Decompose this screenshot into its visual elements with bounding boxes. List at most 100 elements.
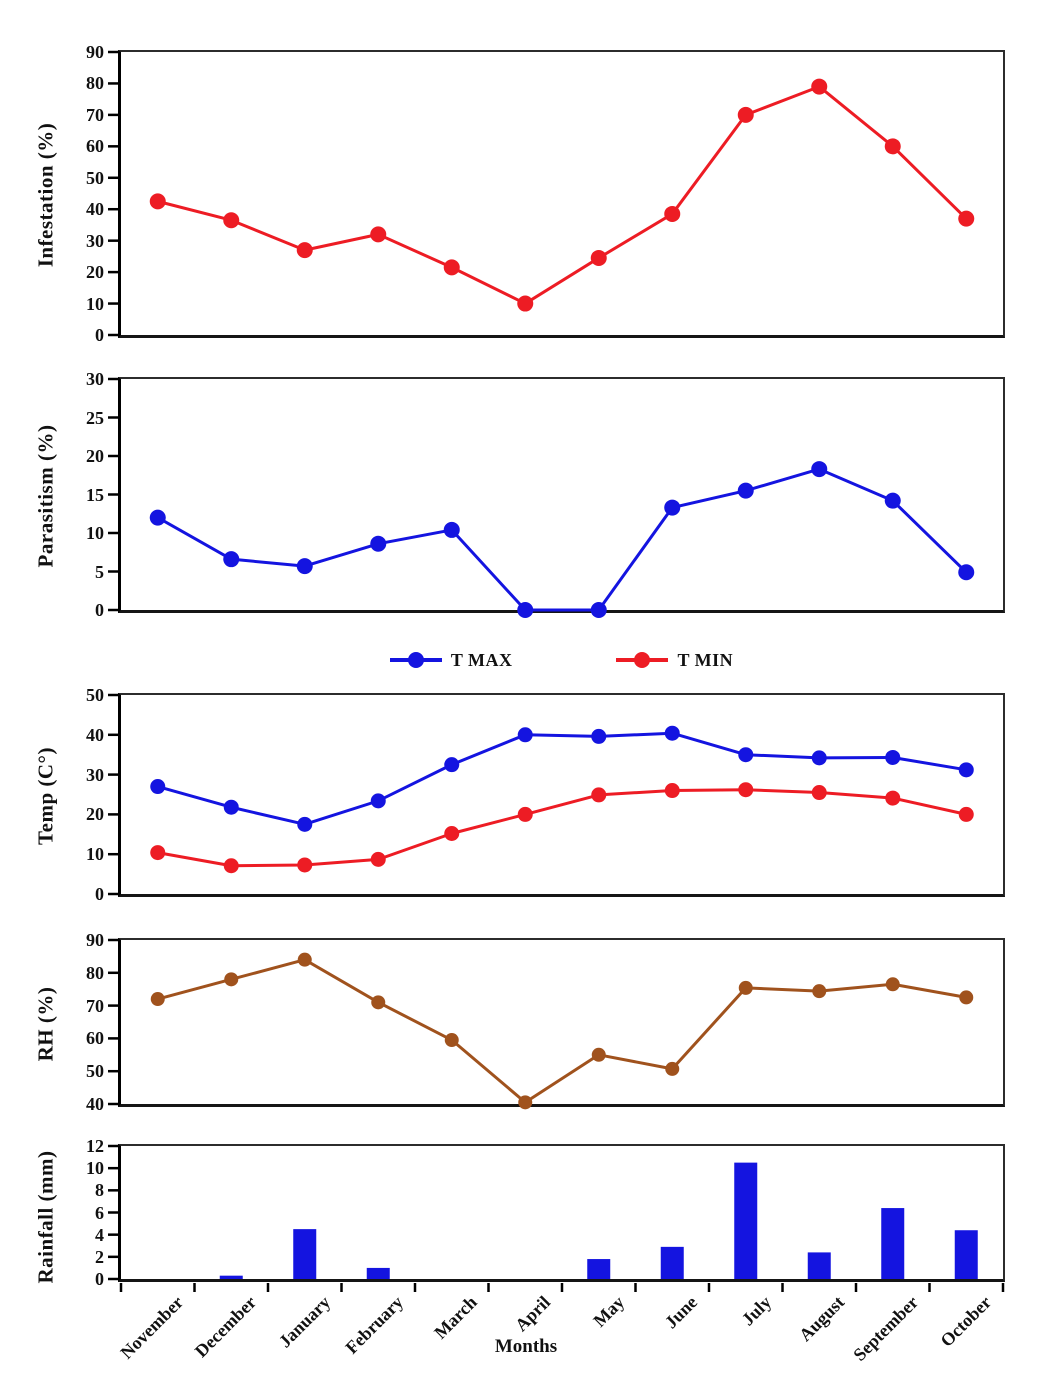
temperature-chart-panel: Temp (C°) 0 10 20 30 40 50: [0, 686, 1057, 903]
chart-canvas: [108, 377, 975, 618]
data-point-marker: [738, 980, 753, 995]
rainfall-plot-area: [108, 1144, 1005, 1292]
x-axis-label-april: April: [511, 1292, 555, 1336]
data-point-marker: [738, 747, 754, 763]
x-axis-label-june: June: [661, 1292, 702, 1333]
rainfall-bar: [587, 1259, 611, 1279]
data-point-marker: [224, 972, 239, 987]
chart-canvas: [108, 693, 974, 896]
y-tick-label: 10: [86, 523, 104, 543]
temperature-legend: T MAX T MIN: [118, 642, 1005, 678]
y-tick-label: 80: [86, 73, 104, 94]
data-point-marker: [297, 952, 312, 967]
chart-canvas: [108, 1144, 1005, 1292]
data-point-marker: [517, 602, 534, 618]
y-tick-label: 0: [95, 325, 104, 345]
temperature-plot-area: [108, 693, 1005, 897]
data-point-marker: [517, 727, 533, 743]
data-point-marker: [444, 826, 460, 842]
y-tick-label: 90: [86, 42, 104, 62]
y-tick-label: 0: [95, 600, 104, 620]
tmin-legend-marker-icon: [616, 652, 669, 668]
y-tick-label: 10: [86, 1158, 104, 1179]
infestation-chart-panel: Infestation (%) 0 10 20 30 40 50 60 70 80 90: [0, 43, 1057, 344]
data-point-marker: [296, 558, 313, 575]
data-point-marker: [223, 799, 239, 815]
data-point-marker: [885, 977, 900, 992]
data-point-marker: [958, 564, 975, 581]
legend-label-tmax: T MAX: [450, 649, 513, 670]
data-point-marker: [958, 806, 974, 822]
data-point-marker: [444, 757, 460, 773]
data-point-marker: [958, 210, 975, 227]
y-tick-label: 40: [86, 199, 104, 220]
y-tick-label: 5: [95, 561, 104, 582]
y-tick-label: 90: [86, 930, 104, 950]
data-point-marker: [297, 857, 313, 873]
data-point-marker: [370, 226, 387, 243]
rainfall-bar: [881, 1208, 905, 1279]
data-point-marker: [737, 106, 754, 123]
data-point-marker: [959, 990, 974, 1005]
rh-chart-panel: RH (%) 40 50 60 70 80 90: [0, 931, 1057, 1113]
data-point-marker: [738, 782, 754, 798]
tmax-legend-marker-icon: [389, 652, 442, 668]
data-point-marker: [665, 1061, 680, 1076]
series-line: [157, 958, 967, 1104]
rainfall-bar: [660, 1246, 684, 1279]
y-tick-label: 12: [86, 1136, 104, 1156]
y-tick-label: 25: [86, 407, 104, 428]
rainfall-chart-panel: Rainfall (mm) 0 2 4 6 8 10 12: [0, 1137, 1057, 1292]
series-line: [157, 788, 967, 868]
series-line: [157, 731, 967, 826]
rainfall-bar: [734, 1162, 758, 1279]
data-point-marker: [371, 995, 386, 1010]
parasitism-plot-area: [108, 377, 1005, 618]
data-point-marker: [811, 461, 828, 478]
data-point-marker: [811, 750, 827, 766]
data-point-marker: [664, 783, 680, 799]
y-tick-label: 30: [86, 764, 104, 785]
data-point-marker: [664, 499, 681, 516]
data-point-marker: [223, 551, 240, 568]
data-point-marker: [885, 790, 901, 806]
data-point-marker: [812, 984, 827, 999]
data-point-marker: [223, 858, 239, 874]
data-point-marker: [591, 787, 607, 803]
data-point-marker: [370, 793, 386, 809]
y-tick-label: 40: [86, 1094, 104, 1114]
data-point-marker: [591, 728, 607, 744]
x-axis-label-october: October: [936, 1292, 996, 1351]
data-point-marker: [590, 602, 607, 618]
data-point-marker: [591, 1047, 606, 1062]
y-tick-label: 30: [86, 369, 104, 389]
data-point-marker: [517, 295, 534, 312]
data-point-marker: [223, 212, 240, 229]
x-axis-label-july: July: [737, 1292, 775, 1330]
parasitism-chart-panel: Parasitism (%) 0 5 10 15 20 25 30: [0, 370, 1057, 619]
data-point-marker: [444, 1033, 459, 1048]
data-point-marker: [518, 1095, 533, 1110]
data-point-marker: [884, 138, 901, 155]
data-point-marker: [150, 779, 166, 795]
y-tick-label: 70: [86, 104, 104, 125]
rh-plot-area: [108, 938, 1005, 1110]
y-tick-label: 8: [95, 1180, 104, 1201]
data-point-marker: [149, 193, 166, 210]
y-tick-label: 50: [86, 167, 104, 188]
data-point-marker: [443, 259, 460, 276]
rainfall-bar: [366, 1267, 390, 1279]
data-point-marker: [297, 816, 313, 832]
legend-label-tmin: T MIN: [677, 649, 734, 670]
data-point-marker: [517, 806, 533, 822]
data-point-marker: [443, 521, 460, 538]
x-axis-label-may: May: [589, 1292, 628, 1331]
data-point-marker: [811, 785, 827, 801]
chart-canvas: [108, 50, 975, 337]
data-point-marker: [370, 851, 386, 867]
y-tick-label: 15: [86, 484, 104, 505]
data-point-marker: [149, 509, 166, 526]
y-tick-label: 20: [86, 262, 104, 283]
rainfall-bar: [807, 1252, 831, 1279]
y-tick-label: 2: [95, 1246, 104, 1267]
